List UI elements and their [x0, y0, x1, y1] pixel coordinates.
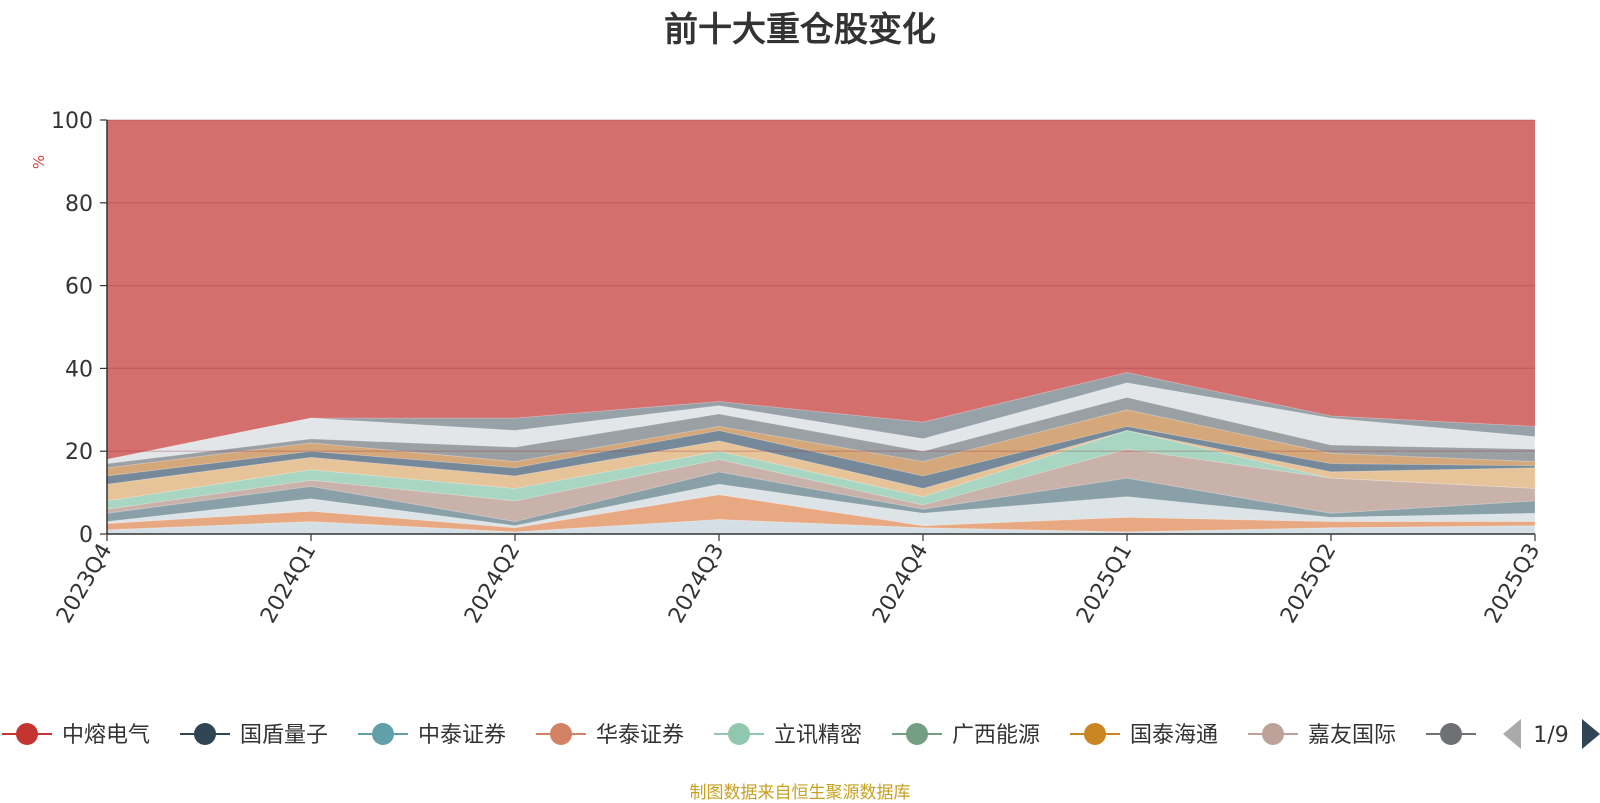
legend-marker	[906, 723, 928, 745]
legend-label: 华泰证券	[596, 723, 684, 748]
x-tick-label: 2024Q4	[868, 540, 933, 628]
legend-marker	[728, 723, 750, 745]
legend-item-1[interactable]: 中熔电气	[2, 723, 150, 748]
data-source-note: 制图数据来自恒生聚源数据库	[689, 783, 911, 803]
legend-label: 国盾量子	[240, 723, 328, 748]
legend-label: 广西能源	[952, 723, 1040, 748]
legend-label: 中泰证券	[418, 723, 506, 748]
legend-item-6[interactable]: 广西能源	[892, 723, 1040, 748]
legend-label: 嘉友国际	[1308, 723, 1396, 748]
y-tick-label: 40	[65, 357, 93, 382]
legend-items: 中熔电气 国盾量子 中泰证券 华泰证券 立讯精密 广西能源 国泰海通 嘉友国际	[2, 723, 1476, 748]
y-tick-label: 0	[79, 523, 93, 548]
area-series-1	[106, 519, 1536, 535]
legend-next-arrow-icon[interactable]	[1582, 719, 1600, 749]
legend-item-7[interactable]: 国泰海通	[1070, 723, 1218, 748]
legend-marker	[550, 723, 572, 745]
legend-item-5[interactable]: 立讯精密	[714, 723, 862, 748]
chart-title: 前十大重仓股变化	[664, 10, 936, 50]
x-tick-label: 2024Q1	[256, 540, 321, 628]
legend-marker	[1084, 723, 1106, 745]
x-tick-label: 2025Q3	[1480, 540, 1545, 628]
legend-marker	[16, 723, 38, 745]
y-tick-label: 60	[65, 275, 93, 300]
legend-label: 国泰海通	[1130, 723, 1218, 748]
legend-label: 中熔电气	[62, 723, 150, 748]
x-tick-label: 2024Q2	[460, 540, 525, 628]
x-tick-label: 2025Q1	[1072, 540, 1137, 628]
legend-label: 立讯精密	[774, 723, 862, 748]
legend-item-9[interactable]	[1426, 723, 1476, 745]
x-tick-label: 2024Q3	[664, 540, 729, 628]
y-axis-label: %	[30, 155, 48, 169]
legend-prev-arrow-icon[interactable]	[1503, 719, 1521, 749]
legend-item-4[interactable]: 华泰证券	[536, 723, 684, 748]
legend[interactable]: 中熔电气 国盾量子 中泰证券 华泰证券 立讯精密 广西能源 国泰海通 嘉友国际 1/9	[2, 719, 1600, 749]
legend-item-8[interactable]: 嘉友国际	[1248, 723, 1396, 748]
legend-item-2[interactable]: 国盾量子	[180, 723, 328, 748]
legend-item-3[interactable]: 中泰证券	[358, 723, 506, 748]
x-tick-label: 2023Q4	[52, 540, 117, 628]
legend-page-indicator: 1/9	[1533, 723, 1568, 748]
x-tick-label: 2025Q2	[1276, 540, 1341, 628]
legend-marker	[194, 723, 216, 745]
grid-lines	[107, 119, 1535, 452]
legend-marker	[1440, 723, 1462, 745]
plot-areas	[106, 120, 1536, 535]
legend-marker	[372, 723, 394, 745]
y-tick-label: 100	[51, 109, 93, 134]
y-tick-label: 20	[65, 440, 93, 465]
legend-marker	[1262, 723, 1284, 745]
y-tick-label: 80	[65, 192, 93, 217]
